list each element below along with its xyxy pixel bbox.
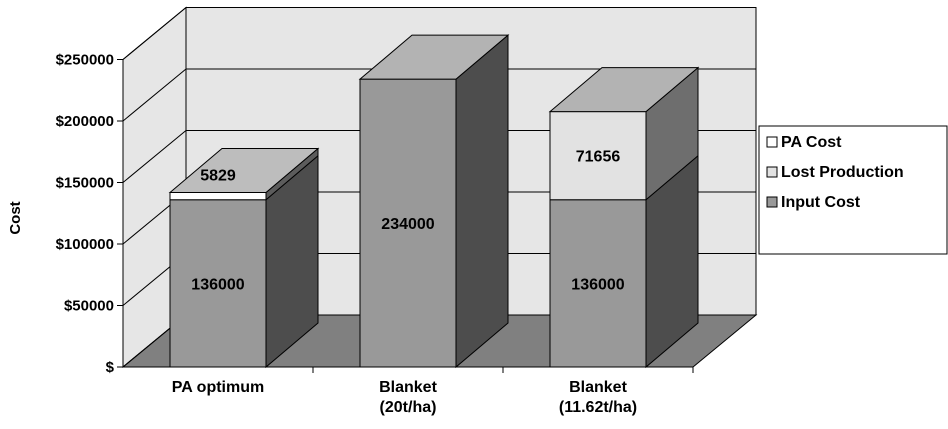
legend-label: Input Cost (781, 194, 861, 211)
x-tick-label: (11.62t/ha) (559, 399, 637, 416)
bar-top (358, 34, 510, 80)
y-tick-label: $150000 (56, 175, 114, 192)
data-labels: 136000 5829 234000 136000 71656 (191, 149, 624, 294)
legend-swatch (766, 196, 778, 208)
bars (168, 34, 700, 369)
axes: $ $50000 $100000 $150000 $200000 $250000 PA op… (56, 52, 694, 416)
y-tick-label: $250000 (56, 52, 114, 69)
legend-label: Lost Production (781, 164, 904, 181)
x-tick-label: PA optimum (172, 379, 264, 396)
legend-box (758, 125, 948, 255)
legend-swatch (766, 166, 778, 178)
data-label: 136000 (191, 276, 244, 293)
x-tick-label: Blanket (569, 379, 627, 396)
bar-top (548, 67, 700, 113)
data-label: 234000 (381, 216, 434, 233)
x-tick-label: (20t/ha) (380, 399, 437, 416)
y-tick-label: $ (106, 359, 115, 376)
legend-label: PA Cost (781, 134, 842, 151)
gridline (122, 7, 756, 60)
y-tick-label: $100000 (56, 236, 114, 253)
y-tick-label: $200000 (56, 113, 114, 130)
y-tick-label: $50000 (64, 298, 114, 315)
data-label: 71656 (576, 149, 621, 166)
gridline (122, 68, 756, 122)
bar-segment (169, 192, 267, 201)
bar-side (455, 34, 509, 369)
x-tick-label: Blanket (379, 379, 437, 396)
data-label: 5829 (200, 168, 236, 185)
y-axis-title: Cost (7, 201, 24, 234)
legend-swatch (766, 136, 778, 148)
bar-top (168, 148, 320, 194)
data-label: 136000 (571, 276, 624, 293)
legend: PA Cost Lost Production Input Cost (758, 125, 948, 255)
